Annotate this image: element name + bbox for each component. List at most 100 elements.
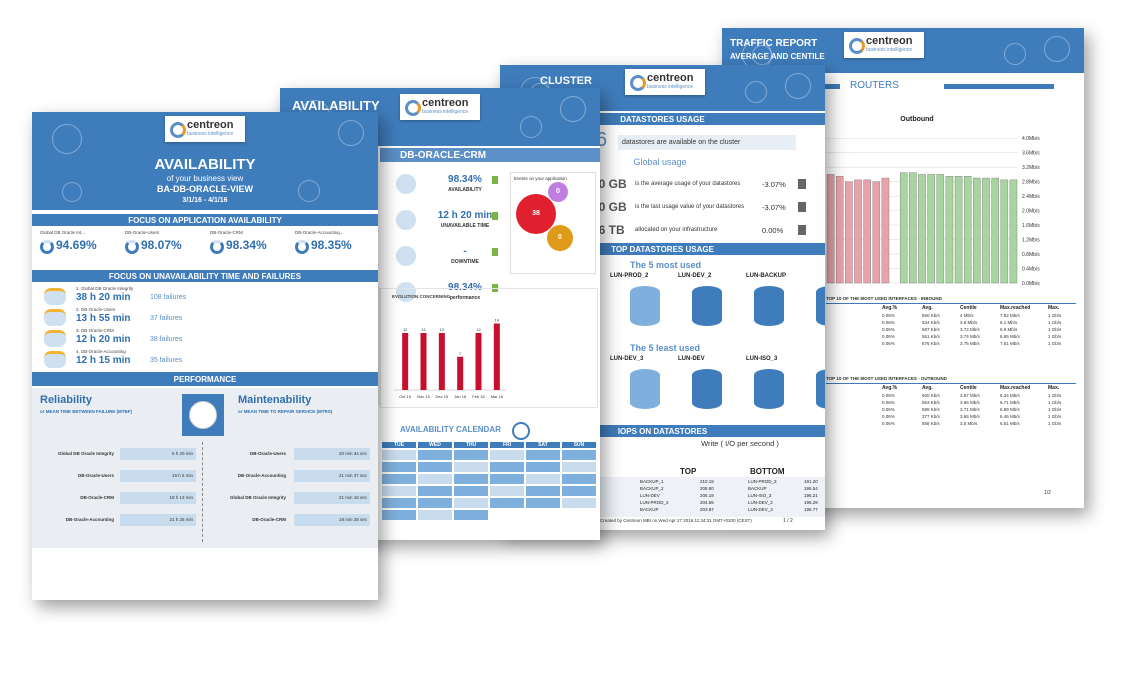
calendar-cell: [562, 486, 596, 496]
datastore-cylinder: [816, 369, 825, 409]
calendar-cell: [454, 510, 488, 520]
datastore-cylinder: [754, 369, 784, 409]
table-cell: 7.61 Mb/s: [1000, 341, 1020, 346]
bar: [909, 172, 917, 284]
section-bar: FOCUS ON APPLICATION AVAILABILITY: [32, 214, 378, 226]
availability-page: centreon business intelligence AVAILABILIT…: [32, 112, 378, 600]
table-cell: 208.80: [700, 486, 714, 491]
perf-label: DB-Oracle-Accounting: [237, 473, 286, 478]
usage-value: 40 GB: [592, 177, 627, 191]
table-cell: 0.06%: [882, 341, 895, 346]
calendar-day: THU: [454, 442, 488, 448]
logo-icon: [630, 75, 646, 91]
perf-label: DB-Oracle-Accounting: [65, 517, 114, 522]
table-header: Avg.: [922, 385, 933, 391]
y-tick-label: 2.8Mb/s: [1022, 180, 1040, 186]
bar: [420, 333, 427, 390]
trend-arrow: [798, 202, 806, 212]
table-cell: 195.54: [804, 486, 818, 491]
kpi-donut: [125, 240, 139, 254]
bar: [1009, 179, 1018, 284]
table-cell: 600 Kb/s: [922, 393, 940, 398]
table-cell: 7.52 Mb/s: [1000, 313, 1020, 318]
table-header: Max.reached: [1000, 305, 1031, 311]
calendar-cell: [562, 498, 596, 508]
y-tick-label: 4.0Mb/s: [1022, 136, 1040, 142]
heading: DB-ORACLE-CRM: [400, 150, 487, 161]
calendar-cell: [382, 474, 416, 484]
usage-value: 26 TB: [592, 223, 625, 237]
datastore-name: LUN-ISO_3: [746, 356, 778, 362]
event-bubble: [547, 225, 573, 251]
calendar-cell: [526, 462, 560, 472]
table-cell: BACKUP_2: [640, 486, 664, 491]
calendar-day: WED: [418, 442, 452, 448]
bar: [945, 176, 954, 284]
failure-time: 12 h 20 min: [76, 334, 131, 345]
table-cell: 1 Gb/s: [1048, 393, 1062, 398]
usage-trend: 0.00%: [762, 226, 784, 235]
bar-label: 12: [476, 327, 481, 332]
metric-icon: [396, 210, 416, 230]
x-tick-label: Oct 15: [399, 394, 412, 399]
table-cell: 3.67 Mb/s: [960, 393, 980, 398]
bar-label: 7: [459, 351, 462, 356]
datastore-name: LUN-DEV_2: [678, 273, 712, 279]
bar: [854, 179, 862, 284]
y-tick-label: 0.4Mb/s: [1022, 267, 1040, 273]
report-title: TRAFFIC REPORT: [730, 38, 818, 49]
bar: [863, 179, 871, 284]
perf-bar: [294, 448, 370, 460]
write-label: Write ( I/O per second ): [701, 439, 779, 448]
x-tick-label: Nov 15: [417, 394, 430, 399]
failure-count: 38 failures: [150, 336, 183, 343]
evolution-title: EVOLUTION CONCERNING: [392, 294, 451, 299]
table-cell: 1 Gb/s: [1048, 407, 1062, 412]
calendar-cell: [454, 462, 488, 472]
table-cell: 0.06%: [882, 407, 895, 412]
table-header: Centile: [960, 305, 977, 311]
table-cell: BACKUP: [640, 507, 659, 512]
calendar-cell: [382, 486, 416, 496]
table-cell: 6.46 Mb/s: [1000, 414, 1020, 419]
metric-icon: [396, 246, 416, 266]
header-icon: [520, 116, 542, 138]
table-cell: 196.77: [804, 507, 818, 512]
table-cell: 0.06%: [882, 421, 895, 426]
x-tick-label: Dec 15: [435, 394, 448, 399]
table-cell: 206.19: [700, 493, 714, 498]
report-subtitle: AVERAGE AND CENTILE: [730, 52, 825, 61]
table-cell: 576 Kb/s: [922, 341, 940, 346]
perf-value: 21 min 37 sec: [338, 473, 367, 478]
table-cell: 568 Kb/s: [922, 421, 940, 426]
logo-name: centreon: [422, 97, 469, 109]
bar: [918, 174, 926, 284]
datastore-name: LUN-BACKUP: [746, 273, 786, 279]
section-bar: PERFORMANCE: [32, 372, 378, 386]
datastore-cylinder: [816, 286, 825, 326]
rule: [944, 84, 1054, 89]
perf-bar: [294, 470, 370, 482]
table-cell: 191.20: [804, 479, 818, 484]
logo-icon: [849, 38, 865, 54]
bar: [1000, 179, 1009, 284]
clock-face: [189, 401, 217, 429]
table-cell: LUN-ISO_3: [748, 493, 772, 498]
table-cell: LUN-PROD_2: [640, 500, 669, 505]
perf-value: 19 h 5 min: [171, 473, 193, 478]
header-icon: [560, 96, 586, 122]
datastore-cylinder: [692, 286, 722, 326]
calendar-cell: [418, 462, 452, 472]
datastore-cylinder: [630, 286, 660, 326]
bar-label: 14: [495, 318, 500, 323]
table-header: TOP: [680, 467, 697, 476]
kpi-label: DB-Oracle-CRM: [210, 230, 243, 235]
header-icon: [1044, 36, 1070, 62]
table-cell: 196.21: [804, 493, 818, 498]
section-title: PERFORMANCE: [173, 374, 237, 384]
failure-label: 4. DB-Oracle-Accounting: [76, 349, 126, 354]
event-count: 38: [532, 210, 540, 217]
bar: [899, 172, 908, 284]
header-icon: [52, 124, 82, 154]
calendar-cell: [526, 498, 560, 508]
